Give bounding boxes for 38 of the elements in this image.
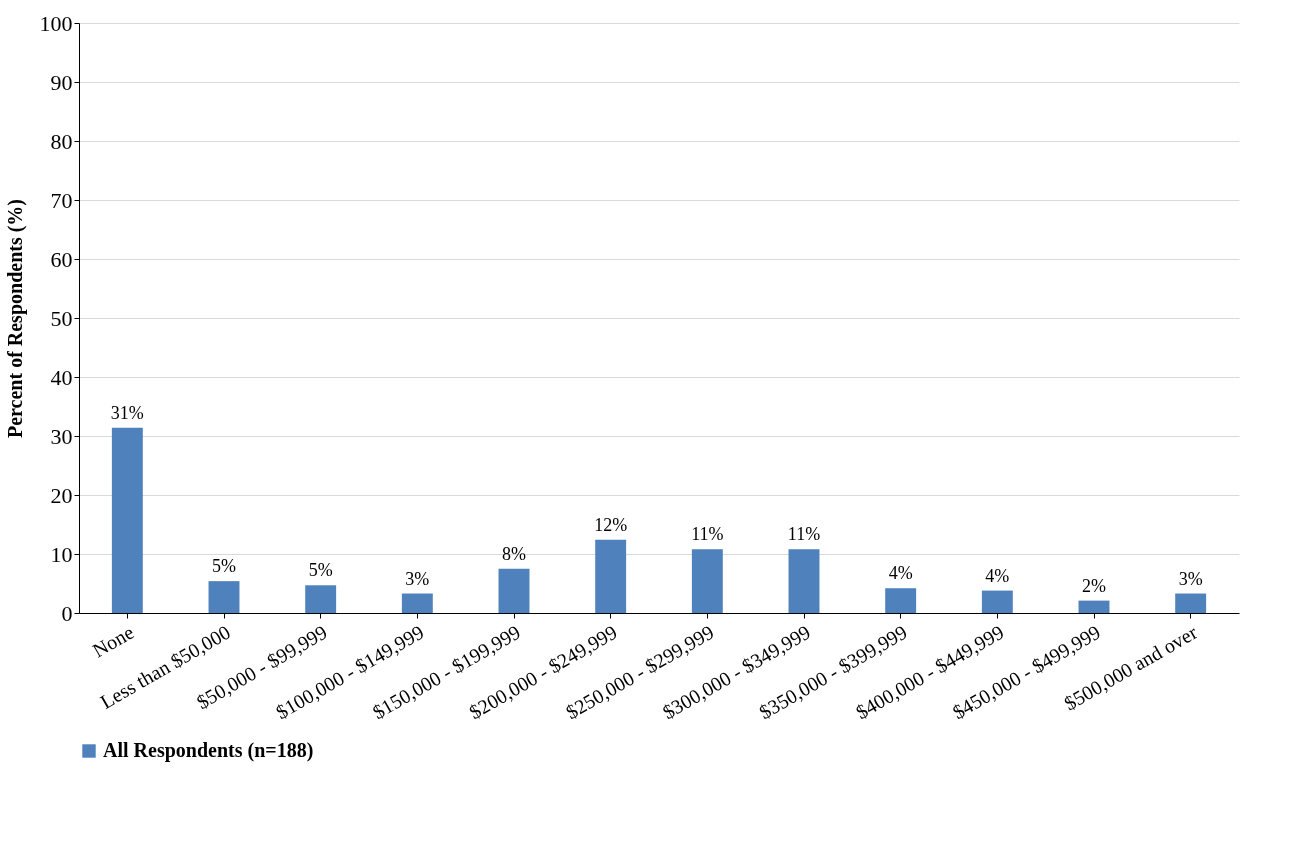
- bar: [788, 549, 820, 613]
- y-tick-label: 80: [50, 128, 73, 154]
- data-label: 3%: [1178, 568, 1203, 589]
- bar: [401, 593, 433, 613]
- x-tick-label: None: [88, 620, 138, 662]
- bar: [885, 588, 917, 613]
- data-label: 2%: [1082, 575, 1106, 596]
- y-tick-label: 30: [50, 423, 73, 449]
- data-label: 5%: [308, 560, 333, 581]
- bar: [1078, 600, 1110, 613]
- data-label: 4%: [888, 563, 913, 584]
- y-tick-label: 20: [50, 482, 73, 508]
- data-label: 11%: [691, 524, 724, 545]
- data-label: 3%: [405, 568, 430, 589]
- bar: [305, 585, 337, 613]
- bar: [111, 427, 143, 613]
- y-axis-title: Percent of Respondents (%): [3, 198, 27, 439]
- bar: [981, 590, 1013, 613]
- data-label: 31%: [110, 402, 144, 423]
- y-tick-label: 100: [39, 10, 73, 36]
- bar: [595, 539, 627, 613]
- y-tick-label: 60: [50, 246, 73, 272]
- legend-label: All Respondents (n=188): [103, 739, 314, 762]
- data-label: 8%: [502, 543, 526, 564]
- data-label: 5%: [212, 556, 236, 577]
- y-tick-label: 70: [50, 187, 73, 213]
- y-tick-label: 0: [61, 600, 73, 626]
- y-tick-label: 90: [50, 69, 73, 95]
- y-tick-label: 50: [50, 305, 73, 331]
- bar: [691, 549, 723, 613]
- bar: [498, 568, 530, 613]
- y-tick-label: 40: [50, 364, 73, 390]
- data-label: 12%: [594, 514, 628, 535]
- data-label: 4%: [985, 565, 1010, 586]
- y-tick-label: 10: [50, 541, 73, 567]
- data-label: 11%: [787, 524, 821, 545]
- bar: [208, 581, 240, 613]
- bar: [1175, 593, 1207, 613]
